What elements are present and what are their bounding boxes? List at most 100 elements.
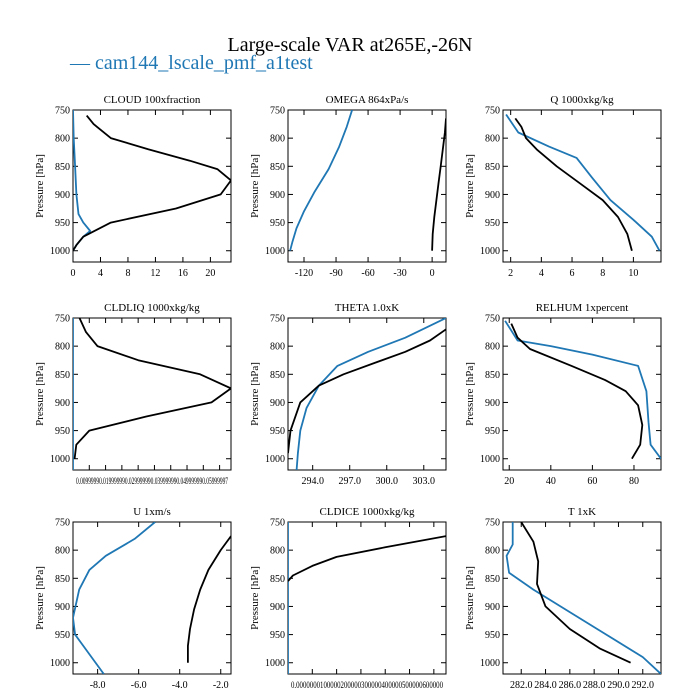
panel-title: Q 1000xkg/kg	[550, 94, 614, 106]
series-line-black	[288, 535, 446, 582]
plot-frame	[502, 521, 662, 675]
y-tick-label: 850	[55, 574, 70, 585]
y-tick-label: 950	[270, 630, 285, 641]
y-tick-label: 1000	[50, 246, 70, 257]
x-tick-label: 40	[546, 476, 556, 487]
y-tick-label: 800	[485, 342, 500, 353]
panel-title: THETA 1.0xK	[335, 302, 400, 314]
x-tick-label: 300.0	[376, 476, 399, 487]
y-tick-label: 950	[55, 218, 70, 229]
y-tick-label: 850	[270, 574, 285, 585]
x-tick-label: 60	[587, 476, 597, 487]
x-tick-label: 0	[430, 268, 435, 279]
y-tick-label: 950	[270, 426, 285, 437]
legend-entry: — cam144_lscale_pmf_a1test	[70, 52, 313, 74]
y-axis-label: Pressure [hPa]	[34, 362, 46, 426]
x-tick-label: 6	[570, 268, 575, 279]
chart-panel: CLOUD 100xfraction Pressure [hPa] 750 800 85…	[34, 94, 232, 279]
plot-frame	[287, 317, 447, 471]
y-tick-label: 800	[485, 546, 500, 557]
series-group	[73, 318, 231, 470]
y-tick-label: 750	[270, 518, 285, 529]
y-tick-label: 950	[485, 218, 500, 229]
y-tick-label: 800	[270, 342, 285, 353]
series-line-black	[288, 328, 446, 454]
chart-panel: RELHUM 1xpercent Pressure [hPa] 750 800 850 9…	[464, 302, 662, 487]
x-tick-label: -6.0	[131, 680, 147, 691]
y-tick-label: 800	[55, 546, 70, 557]
x-tick-label: -90	[329, 268, 342, 279]
y-tick-label: 850	[485, 370, 500, 381]
y-tick-label: 750	[485, 314, 500, 325]
chart-panel: OMEGA 864xPa/s Pressure [hPa] 750 800 850 900…	[249, 94, 447, 279]
y-tick-label: 900	[485, 602, 500, 613]
chart-panel: Q 1000xkg/kg Pressure [hPa] 750 800 850 900 95…	[464, 94, 662, 279]
x-tick-label: 292.0	[632, 680, 655, 691]
y-tick-label: 850	[270, 162, 285, 173]
y-tick-label: 800	[55, 134, 70, 145]
y-tick-label: 750	[55, 518, 70, 529]
y-tick-label: 900	[55, 190, 70, 201]
chart-panel: U 1xm/s Pressure [hPa] 750 800 850 900 950 1000…	[34, 506, 232, 691]
series-line-black	[514, 117, 633, 251]
chart-panel: THETA 1.0xK Pressure [hPa] 750 800 850 900 950…	[249, 302, 447, 487]
figure-title: Large-scale VAR at265E,-26N	[227, 34, 473, 56]
x-tick-label: 297.0	[338, 476, 361, 487]
y-axis-label: Pressure [hPa]	[249, 154, 261, 218]
x-tick-label: 294.0	[301, 476, 324, 487]
x-tick-label: 4	[539, 268, 544, 279]
series-group	[289, 110, 446, 251]
series-line-blue	[505, 113, 661, 252]
y-tick-label: 800	[270, 134, 285, 145]
y-axis-label: Pressure [hPa]	[249, 566, 261, 630]
y-tick-label: 800	[270, 546, 285, 557]
x-tick-label: 80	[629, 476, 639, 487]
x-tick-label: -120	[295, 268, 313, 279]
y-tick-label: 800	[485, 134, 500, 145]
x-tick-label: 286.0	[559, 680, 582, 691]
y-tick-label: 850	[55, 370, 70, 381]
series-line-blue	[73, 522, 156, 674]
x-tick-label: 0	[71, 268, 76, 279]
y-axis-label: Pressure [hPa]	[34, 566, 46, 630]
series-group	[505, 113, 661, 252]
series-group	[73, 522, 231, 674]
y-tick-label: 1000	[265, 658, 285, 669]
x-tick-label: 303.0	[413, 476, 436, 487]
panel-title: U 1xm/s	[133, 506, 171, 518]
x-tick-label: 288.0	[583, 680, 606, 691]
series-line-black	[73, 318, 231, 459]
x-tick-label: -4.0	[172, 680, 188, 691]
y-tick-label: 850	[55, 162, 70, 173]
y-tick-label: 900	[485, 398, 500, 409]
y-tick-label: 750	[270, 314, 285, 325]
series-group	[505, 522, 661, 674]
y-tick-label: 950	[270, 218, 285, 229]
x-tick-label: 20	[504, 476, 514, 487]
y-tick-label: 950	[55, 426, 70, 437]
x-tick-label: 8	[600, 268, 605, 279]
y-axis-label: Pressure [hPa]	[34, 154, 46, 218]
y-tick-label: 750	[55, 106, 70, 117]
y-tick-label: 1000	[50, 658, 70, 669]
y-tick-label: 900	[55, 398, 70, 409]
x-tick-label: -8.0	[90, 680, 106, 691]
y-tick-label: 800	[55, 342, 70, 353]
x-tick-label: 282.0	[510, 680, 533, 691]
series-group	[288, 522, 446, 674]
x-tick-label: 2	[508, 268, 513, 279]
x-tick-label: -60	[361, 268, 374, 279]
plot-frame	[72, 109, 232, 263]
y-tick-label: 900	[270, 602, 285, 613]
panel-title: CLDICE 1000xkg/kg	[319, 506, 415, 518]
series-line-blue	[295, 318, 446, 470]
x-tick-label: 4	[98, 268, 103, 279]
y-tick-label: 1000	[50, 454, 70, 465]
series-group	[73, 110, 231, 252]
x-tick-labels-overlapping: 0.00999990.019999990.029999990.039999990…	[76, 477, 228, 487]
y-tick-label: 950	[485, 426, 500, 437]
series-line-blue	[505, 522, 661, 674]
series-line-blue	[504, 320, 661, 460]
